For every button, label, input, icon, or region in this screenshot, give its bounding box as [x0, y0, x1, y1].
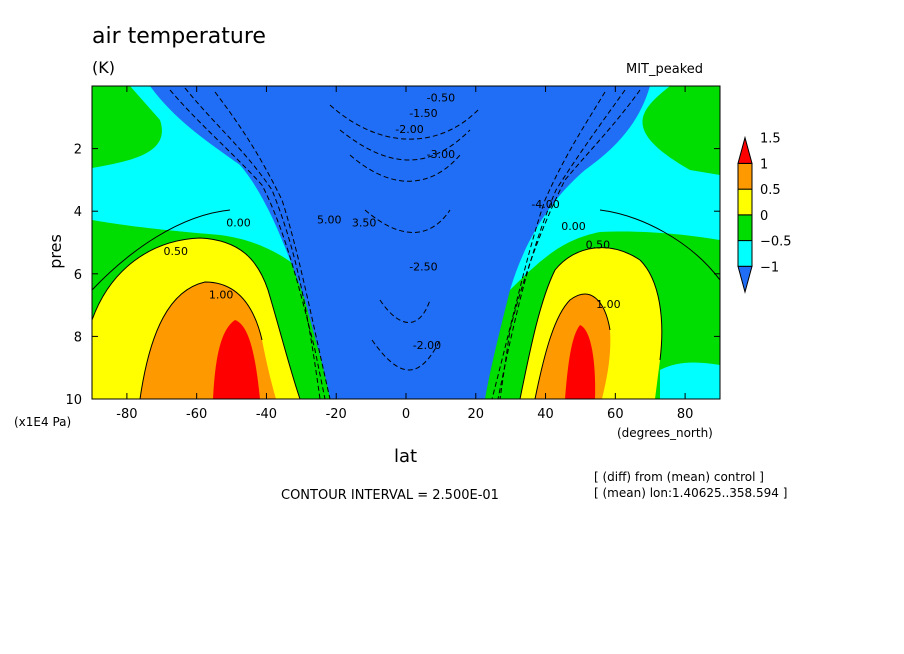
- y-tick-label: 4: [74, 205, 82, 220]
- x-units-label: (degrees_north): [617, 426, 713, 440]
- field-red-right: [565, 325, 596, 399]
- contour-label: 0.00: [561, 220, 586, 233]
- contour-label: 3.50: [352, 217, 377, 230]
- y-tick-label: 2: [74, 143, 82, 158]
- colorbar-swatch: [737, 240, 753, 267]
- colorbar-label: −0.5: [760, 235, 792, 250]
- contour-label: 1.00: [209, 289, 234, 302]
- y-axis: 2 4 6 8 10: [65, 143, 720, 408]
- y-tick-label: 10: [65, 393, 82, 408]
- y-scale-label: (x1E4 Pa): [14, 415, 72, 429]
- contour-label: 5.00: [317, 214, 342, 227]
- colorbar-label: 1.5: [760, 132, 781, 147]
- contour-label: -2.00: [395, 123, 423, 136]
- y-axis-label: pres: [45, 234, 65, 269]
- field-red-left: [213, 320, 260, 399]
- colorbar: −1 −0.5 0 0.5 1 1.5: [737, 132, 792, 294]
- field-blue: [150, 86, 650, 399]
- colorbar-swatch: [737, 188, 753, 216]
- contour-label: -1.50: [409, 107, 437, 120]
- mean-note: [ (mean) lon:1.40625..358.594 ]: [594, 486, 788, 500]
- contour-label: -2.50: [409, 261, 437, 274]
- colorbar-label: 0.5: [760, 183, 781, 198]
- colorbar-swatch: [737, 214, 753, 242]
- contour-label: 0.50: [586, 239, 611, 252]
- contour-label: -0.50: [427, 92, 455, 105]
- x-tick-label: -60: [186, 407, 207, 422]
- x-tick-label: 0: [402, 407, 410, 422]
- contour-interval-note: CONTOUR INTERVAL = 2.500E-01: [281, 488, 499, 503]
- x-tick-label: 20: [468, 407, 485, 422]
- negative-contours: [169, 87, 641, 399]
- diff-note: [ (diff) from (mean) control ]: [594, 470, 764, 484]
- x-axis: -80 -60 -40 -20 0 20 40 60 80: [116, 86, 693, 422]
- colorbar-label: −1: [760, 260, 779, 275]
- x-tick-label: -80: [116, 407, 137, 422]
- model-label: MIT_peaked: [626, 62, 704, 77]
- x-axis-label: lat: [394, 446, 418, 467]
- chart-title: air temperature: [92, 24, 266, 49]
- contour-labels: 0.50 1.00 0.00 5.00 3.50 -2.50 -2.00 -3.00 -2.00…: [163, 92, 621, 352]
- contour-label: -4.00: [531, 198, 559, 211]
- positive-contours: [92, 209, 720, 399]
- x-tick-label: -20: [326, 407, 347, 422]
- contour-label: -2.00: [413, 339, 441, 352]
- colorbar-label: 0: [760, 209, 768, 224]
- contour-label: 0.00: [226, 217, 251, 230]
- x-tick-label: 40: [537, 407, 554, 422]
- field-cyan-se: [660, 362, 720, 399]
- x-tick-label: -40: [256, 407, 277, 422]
- colorbar-swatch: [737, 162, 753, 190]
- chart-units: (K): [92, 58, 115, 77]
- contour-label: 1.00: [596, 298, 621, 311]
- y-tick-label: 6: [74, 268, 82, 283]
- plot-area: [92, 86, 720, 399]
- colorbar-label: 1: [760, 157, 768, 172]
- colorbar-arrow-high: [737, 135, 753, 164]
- x-tick-label: 60: [607, 407, 624, 422]
- y-tick-label: 8: [74, 330, 82, 345]
- colorbar-arrow-low: [737, 265, 753, 294]
- contour-label: 0.50: [163, 245, 188, 258]
- contour-label: -3.00: [427, 148, 455, 161]
- x-tick-label: 80: [677, 407, 694, 422]
